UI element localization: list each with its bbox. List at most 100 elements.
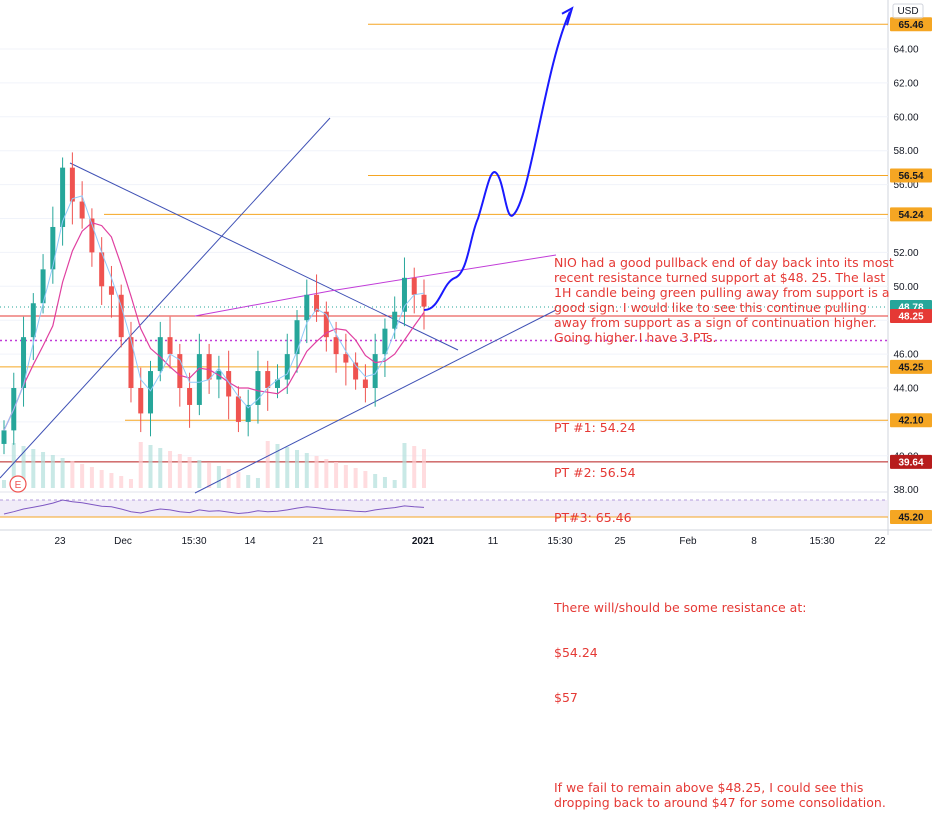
volume-bar [128,479,133,488]
projection-arrow-icon [561,6,574,26]
candle-body [353,362,359,380]
earnings-badge-icon[interactable] [9,475,27,493]
plot-area[interactable] [0,0,888,550]
price-tick-label: 64.00 [893,45,918,56]
annotation-paragraph-3: If we fail to remain above $48.25, I cou… [554,780,886,810]
time-tick-label: 15:30 [181,536,206,547]
volume-bar [334,462,339,488]
candle-body [108,286,114,295]
price-label-tag: 54.24 [890,207,932,222]
price-label-bg [890,454,932,469]
currency-label: USD [897,6,918,17]
volume-bar [41,452,46,488]
time-tick-label: 15:30 [547,536,572,547]
price-tick-label: 50.00 [893,282,918,293]
annotation-resistance-intro: There will/should be some resistance at: [554,600,807,615]
idea-annotation: NIO had a good pullback end of day back … [554,225,894,825]
price-label-text: 45.20 [898,513,923,524]
time-tick-label: 25 [614,536,626,547]
price-label-text: 56.54 [898,171,923,182]
candle-body [177,354,183,388]
price-label-tag: 45.25 [890,359,932,374]
volume-bar [187,457,192,488]
candle-body [245,404,251,422]
price-label-text: 42.10 [898,416,923,427]
price-label-text: 48.78 [898,302,923,313]
candle-body [21,337,27,388]
price-tick-label: 38.00 [893,485,918,496]
time-tick-label: 8 [751,536,757,547]
price-tick-label: 58.00 [893,146,918,157]
volume-bar [226,469,231,488]
fast-moving-average-line [3,195,425,431]
candle-body [118,294,124,338]
rsi-line [3,499,425,515]
volume-bar [392,480,397,488]
time-tick-label: 21 [312,536,324,547]
annotation-res2: $57 [554,690,578,705]
volume-bar [80,464,85,488]
candle-body [411,277,417,295]
time-tick-label: 14 [244,536,256,547]
moving-average-line [3,222,425,431]
candle-body [50,226,56,270]
volume-bar [99,470,104,488]
volume-bar [138,442,143,488]
volume-bar [109,473,114,488]
projection-curve [423,11,571,312]
price-tick-label: 56.00 [893,180,918,191]
candle-body [421,294,427,307]
time-tick-label: 2021 [412,536,435,547]
price-label-bg [890,207,932,222]
candle-body [99,252,105,287]
volume-bar [412,446,417,488]
time-axis-ticks: 23 Dec 15:30 14 21 2021 11 15:30 25 Feb 8 15:30 22 [54,536,886,547]
candle-body [60,167,66,227]
price-label-text: 39.64 [898,457,923,468]
earnings-badge-label: E [15,480,22,491]
volume-bar [89,467,94,488]
price-label-bg [890,413,932,428]
volume-bar [70,461,75,488]
candle-body [362,379,368,388]
volume-bar [324,459,329,488]
candle-body [314,294,320,312]
price-label-text: 45.25 [898,362,923,373]
volume-bar [158,448,163,488]
volume-bar [275,444,280,488]
channel-line-upper [329,254,557,292]
price-label-bg [890,168,932,183]
candle-body [274,379,280,388]
candle-body [284,354,290,380]
candle-body [265,371,271,388]
candle-body [79,201,85,219]
candle-body [148,371,154,414]
price-label-tag: 65.46 [890,17,932,32]
candle-body [167,337,173,355]
volume-bar [236,472,241,488]
rsi-band [0,500,888,517]
price-label-text: 65.46 [898,20,923,31]
price-label-text: 54.24 [898,210,923,221]
price-tick-label: 46.00 [893,350,918,361]
candle-body [187,388,193,405]
price-label-tag: 39.64 [890,454,932,469]
volume-bar [343,465,348,488]
currency-box[interactable] [892,3,924,19]
annotation-pt2: PT #2: 56.54 [554,465,636,480]
time-tick-label: 22 [874,536,886,547]
volume-bar [119,476,124,488]
moving-averages [3,195,425,431]
candle-body [30,303,36,338]
volume-bar [422,449,426,488]
volume-bar [363,471,368,488]
rsi-pane [0,499,888,518]
volume-bar [353,468,358,488]
candle-body [382,328,388,355]
chart-canvas[interactable]: 64.00 62.00 60.00 58.00 56.00 52.00 50.00 46.00… [0,0,932,550]
volume-bar [246,475,251,488]
volume-bar [216,466,221,488]
annotation-paragraph-1: NIO had a good pullback end of day back … [554,255,894,345]
candle-body [323,311,329,338]
